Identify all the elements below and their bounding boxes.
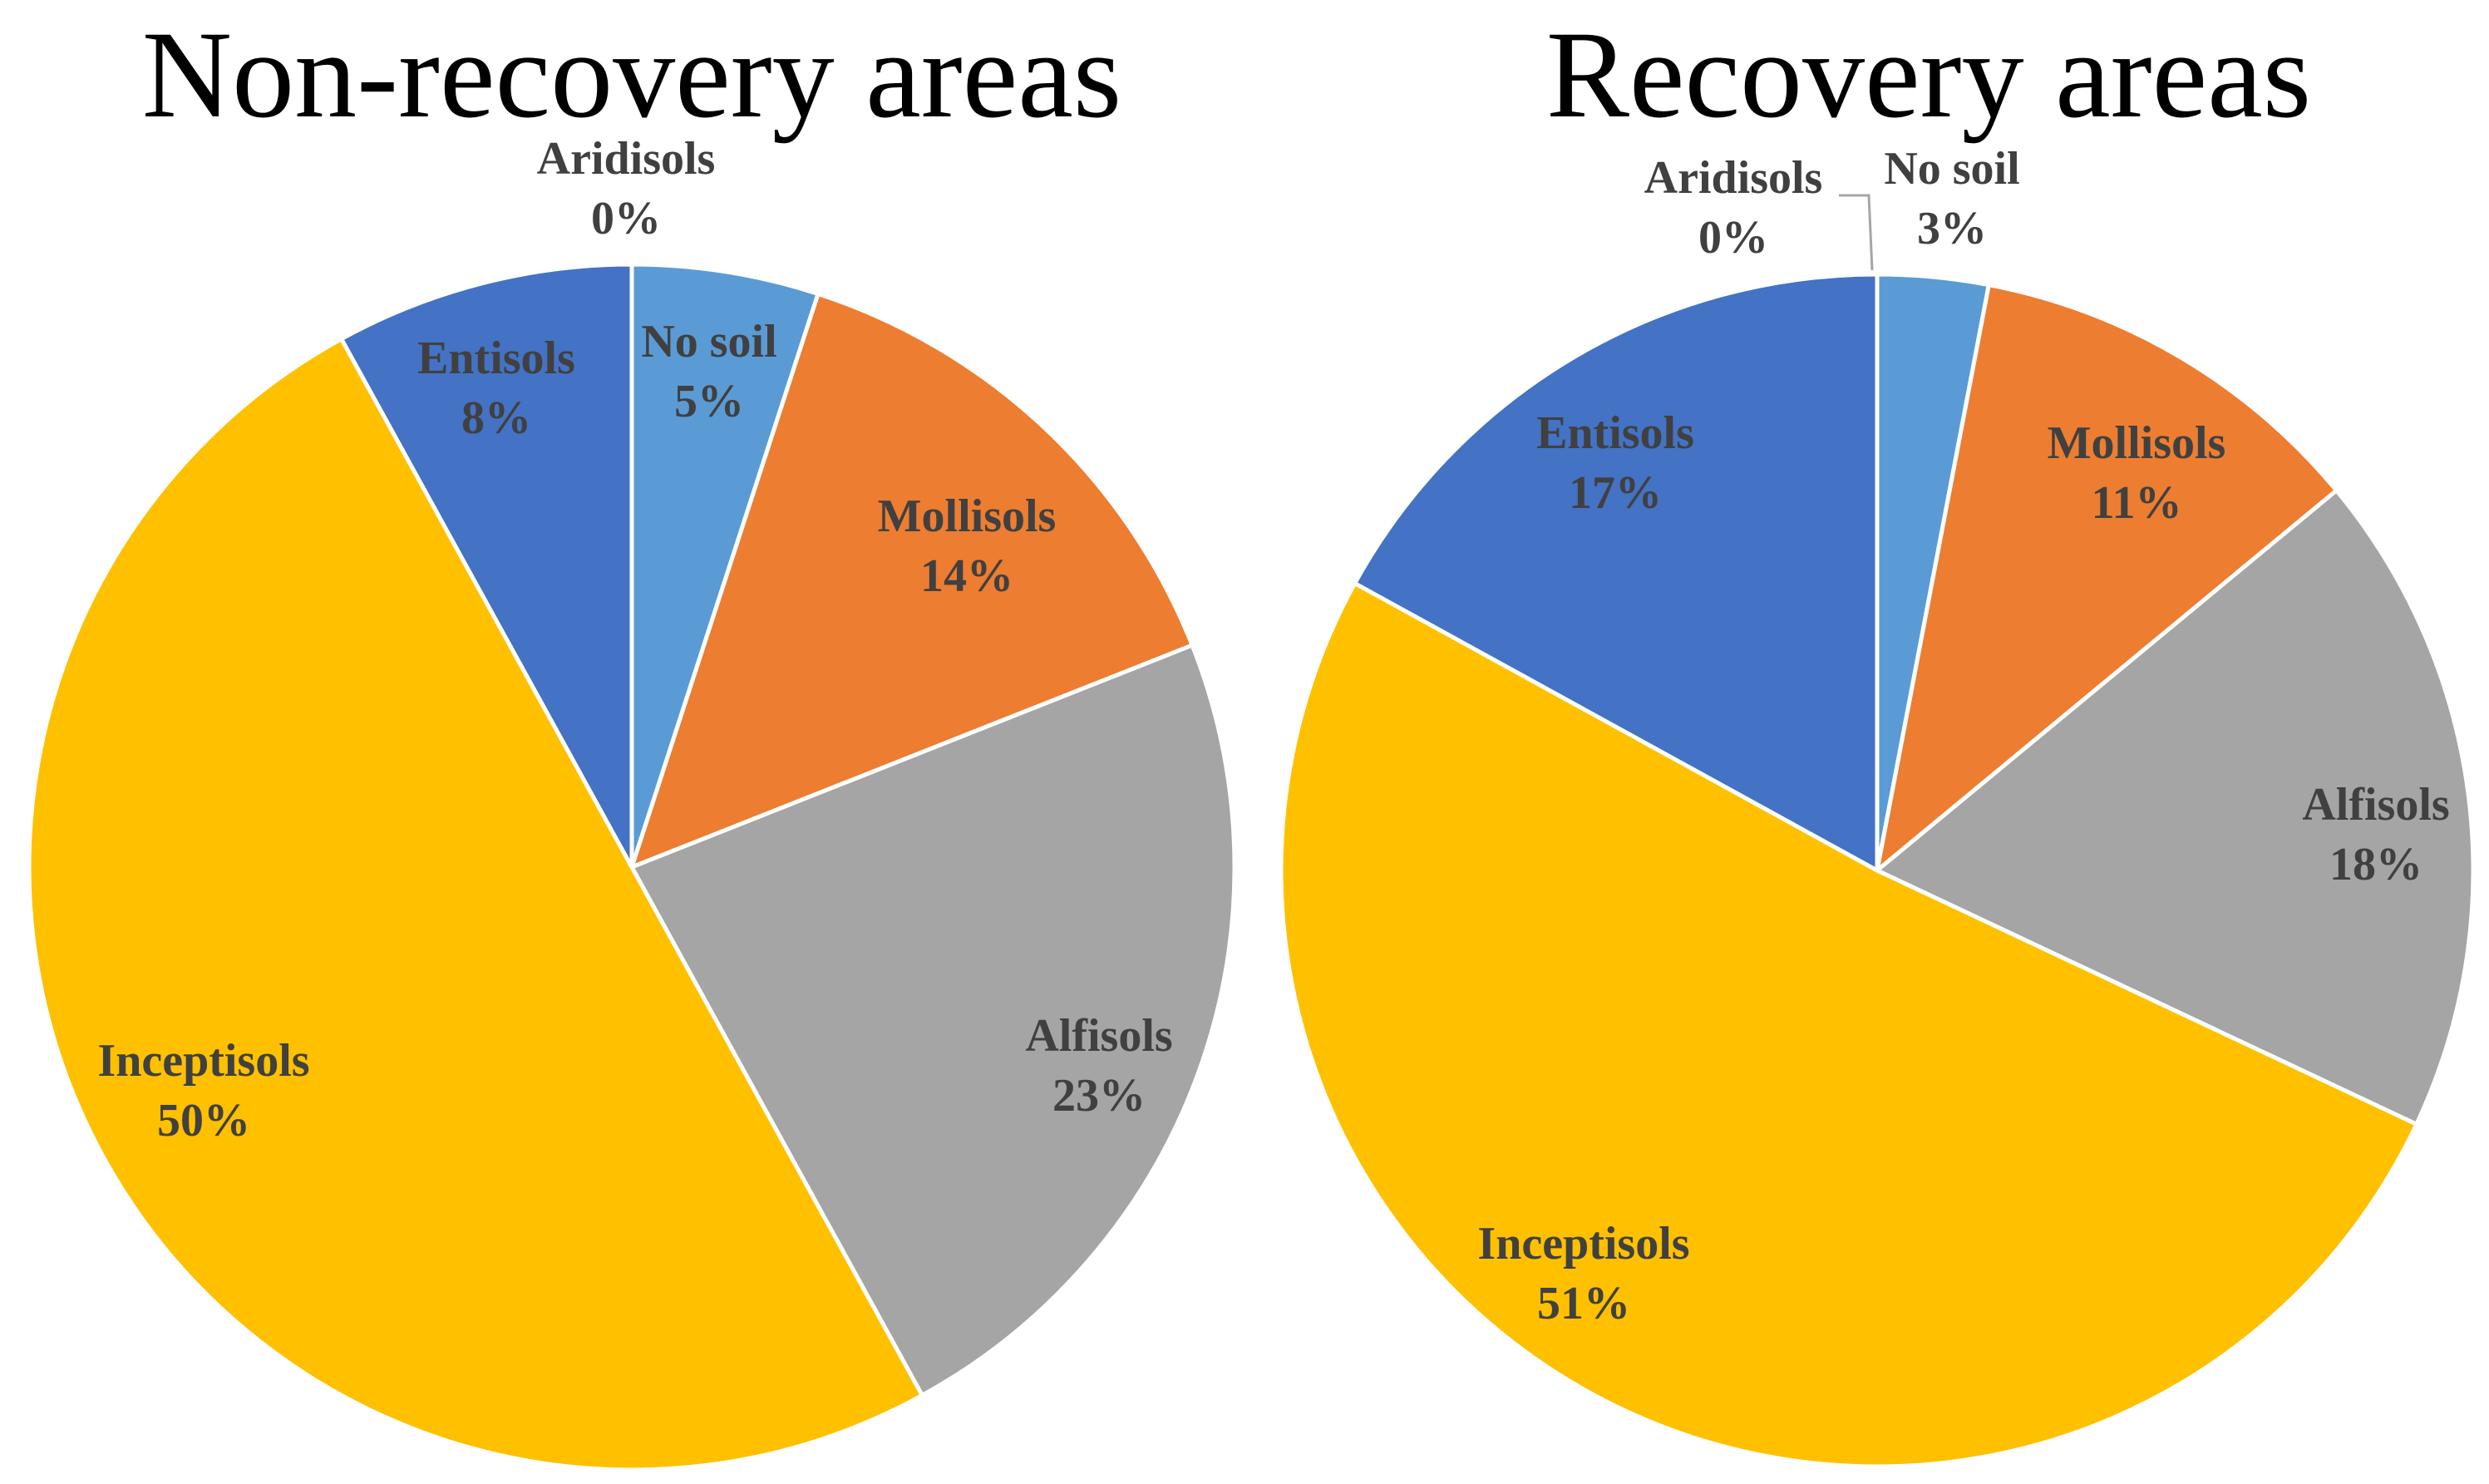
slice-percent-label: 50% xyxy=(157,1095,250,1146)
slice-percent-label: 3% xyxy=(1917,203,1987,254)
slice-label-mollisols: Mollisols 11% xyxy=(2048,417,2226,529)
slice-percent-label: 18% xyxy=(2329,839,2422,890)
slice-category-label: No soil xyxy=(1884,143,2019,195)
slice-label-inceptisols: Inceptisols 50% xyxy=(97,1035,309,1146)
slice-category-label: Mollisols xyxy=(878,491,1057,542)
slice-label-no-soil: No soil 3% xyxy=(1884,143,2019,254)
slices-group xyxy=(29,262,1237,1470)
pie-slice-alfisols xyxy=(628,642,1237,1398)
slice-label-entisols: Entisols 17% xyxy=(1536,407,1694,519)
recovery-pie-chart: Recovery areas No soil 3% Mollisols 11% Alfi… xyxy=(1279,6,2476,1469)
chart-title: Recovery areas xyxy=(1546,6,2311,144)
slice-percent-label: 23% xyxy=(1052,1070,1146,1122)
slice-category-label: Mollisols xyxy=(2048,417,2226,469)
slice-label-alfisols: Alfisols 18% xyxy=(2302,779,2449,890)
pie-slice-alfisols xyxy=(1873,487,2476,1127)
slices-group xyxy=(1279,272,2476,1469)
slice-percent-label: 51% xyxy=(1537,1278,1630,1329)
labels-group: No soil 3% Mollisols 11% Alfisols 18% Inceptis… xyxy=(1477,143,2449,1329)
pie-slice-entisols xyxy=(338,262,634,869)
slice-label-alfisols: Alfisols 23% xyxy=(1025,1010,1172,1122)
slice-percent-label: 11% xyxy=(2092,477,2182,529)
slice-percent-label: 14% xyxy=(920,550,1013,602)
slice-category-label: Aridisols xyxy=(537,133,716,185)
pie-slice-inceptisols xyxy=(29,339,922,1470)
slice-percent-label: 17% xyxy=(1569,467,1662,519)
chart-title: Non-recovery areas xyxy=(142,6,1121,144)
slice-category-label: Inceptisols xyxy=(1477,1218,1689,1270)
pie-slice-inceptisols xyxy=(1279,580,2420,1469)
slice-percent-label: 8% xyxy=(461,392,531,444)
slice-percent-label: 0% xyxy=(591,193,661,244)
pie-slice-mollisols xyxy=(628,291,1195,871)
slice-category-label: Inceptisols xyxy=(97,1035,309,1087)
slice-category-label: Entisols xyxy=(417,333,575,384)
slice-label-entisols: Entisols 8% xyxy=(417,333,575,444)
slice-category-label: Alfisols xyxy=(1025,1010,1172,1062)
slice-percent-label: 0% xyxy=(1698,212,1768,264)
slice-label-inceptisols: Inceptisols 51% xyxy=(1477,1218,1689,1329)
slice-percent-label: 5% xyxy=(674,376,744,427)
pie-slice-entisols xyxy=(1352,272,1880,875)
labels-group: No soil 5% Mollisols 14% Alfisols 23% Inceptis… xyxy=(97,133,1172,1146)
slice-category-label: Entisols xyxy=(1536,407,1694,459)
slice-label-aridisols: Aridisols 0% xyxy=(1644,152,1823,264)
slice-category-label: No soil xyxy=(641,316,776,367)
slice-label-mollisols: Mollisols 14% xyxy=(878,491,1057,602)
aridisols-leader-line xyxy=(1839,194,1874,271)
non-recovery-pie-chart: Non-recovery areas No soil 5% Mollisols 14%… xyxy=(29,6,1237,1470)
slice-category-label: Aridisols xyxy=(1644,152,1823,204)
pie-slice-no-soil xyxy=(629,262,821,868)
slice-label-no-soil: No soil 5% xyxy=(641,316,776,427)
slice-category-label: Alfisols xyxy=(2302,779,2449,831)
slice-label-aridisols: Aridisols 0% xyxy=(537,133,716,244)
pie-slice-mollisols xyxy=(1874,282,2339,876)
